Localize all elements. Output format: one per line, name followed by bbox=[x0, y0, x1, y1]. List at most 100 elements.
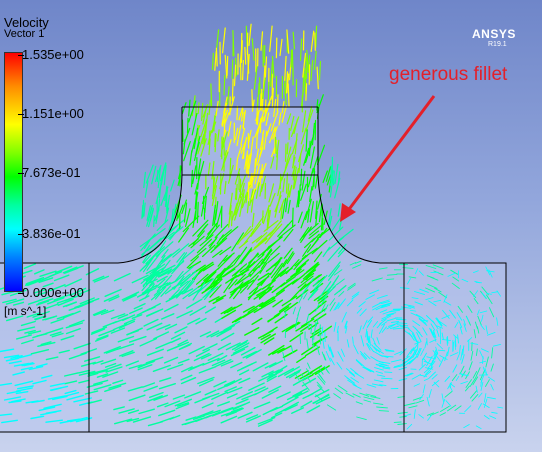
velocity-vector bbox=[258, 285, 274, 300]
velocity-vector bbox=[424, 367, 434, 370]
velocity-vector bbox=[490, 383, 494, 391]
velocity-vector bbox=[195, 414, 213, 422]
velocity-vector bbox=[422, 327, 428, 336]
velocity-vector bbox=[160, 253, 172, 263]
velocity-vector bbox=[424, 341, 427, 349]
velocity-vector bbox=[197, 158, 202, 175]
velocity-vector bbox=[480, 324, 485, 330]
velocity-vector bbox=[425, 287, 436, 293]
velocity-vector bbox=[271, 55, 275, 79]
velocity-vector bbox=[177, 204, 184, 219]
velocity-vector bbox=[171, 289, 180, 298]
velocity-vector bbox=[16, 334, 32, 340]
velocity-vector bbox=[291, 138, 298, 155]
velocity-vector bbox=[286, 185, 293, 201]
velocity-vector bbox=[441, 332, 444, 340]
velocity-vector bbox=[233, 280, 250, 291]
velocity-vector bbox=[208, 138, 211, 156]
velocity-vector bbox=[430, 360, 436, 367]
velocity-vector bbox=[300, 183, 307, 201]
velocity-vector bbox=[260, 31, 264, 51]
velocity-vector bbox=[471, 393, 479, 402]
velocity-vector bbox=[202, 105, 208, 125]
velocity-vector bbox=[297, 144, 305, 163]
velocity-vector bbox=[90, 328, 106, 335]
velocity-vector bbox=[281, 105, 287, 123]
velocity-vector bbox=[465, 316, 470, 322]
velocity-vector bbox=[183, 202, 188, 223]
velocity-vector bbox=[402, 267, 414, 269]
velocity-vector bbox=[379, 384, 387, 387]
velocity-vector bbox=[251, 99, 255, 112]
velocity-vector bbox=[78, 379, 90, 384]
velocity-vector bbox=[270, 110, 279, 132]
velocity-vector bbox=[291, 345, 294, 354]
velocity-vector bbox=[287, 83, 290, 108]
velocity-vector bbox=[84, 390, 99, 395]
velocity-vector bbox=[50, 318, 65, 324]
velocity-vector bbox=[221, 309, 237, 319]
velocity-vector bbox=[53, 293, 72, 301]
velocity-vector bbox=[395, 318, 407, 321]
velocity-vector bbox=[32, 379, 47, 385]
velocity-vector bbox=[264, 362, 277, 369]
velocity-vector bbox=[209, 236, 218, 249]
velocity-vector bbox=[406, 373, 414, 377]
velocity-vector bbox=[159, 240, 167, 251]
velocity-vector bbox=[251, 89, 254, 109]
velocity-vector bbox=[444, 301, 452, 306]
velocity-vector bbox=[480, 348, 489, 353]
velocity-vector bbox=[414, 291, 426, 296]
velocity-vector bbox=[257, 419, 273, 427]
velocity-vector bbox=[214, 234, 229, 249]
velocity-vector bbox=[433, 329, 437, 338]
velocity-vector bbox=[215, 100, 219, 117]
velocity-vector bbox=[215, 294, 227, 301]
velocity-vector bbox=[60, 335, 75, 341]
velocity-vector bbox=[436, 343, 444, 350]
velocity-vector bbox=[319, 227, 328, 238]
velocity-vector bbox=[303, 292, 308, 300]
velocity-vector bbox=[315, 210, 318, 226]
velocity-vector bbox=[207, 162, 211, 176]
velocity-vector bbox=[240, 127, 246, 145]
velocity-vector bbox=[313, 168, 315, 187]
velocity-vector bbox=[250, 223, 262, 237]
velocity-vector bbox=[210, 83, 213, 107]
velocity-vector bbox=[153, 331, 170, 340]
velocity-vector bbox=[439, 326, 442, 337]
velocity-vector bbox=[250, 194, 255, 213]
velocity-vector bbox=[192, 210, 197, 228]
velocity-vector bbox=[1, 290, 15, 296]
velocity-vector bbox=[137, 364, 153, 371]
velocity-vector bbox=[257, 416, 276, 425]
velocity-vector bbox=[178, 273, 191, 284]
velocity-vector bbox=[234, 208, 239, 221]
velocity-vector bbox=[354, 260, 362, 264]
velocity-vector bbox=[187, 273, 198, 288]
velocity-vector bbox=[324, 367, 330, 374]
velocity-vector bbox=[299, 38, 303, 62]
velocity-vector bbox=[68, 352, 87, 360]
velocity-vector bbox=[299, 281, 312, 292]
velocity-vector bbox=[118, 320, 136, 329]
velocity-vector bbox=[213, 267, 227, 287]
velocity-vector bbox=[306, 238, 319, 253]
velocity-vector bbox=[182, 139, 186, 155]
velocity-vector bbox=[216, 234, 224, 245]
velocity-vector bbox=[173, 341, 190, 349]
velocity-vector bbox=[44, 303, 59, 310]
velocity-vector bbox=[259, 183, 263, 197]
velocity-vector bbox=[456, 312, 463, 321]
velocity-vector bbox=[256, 231, 268, 243]
velocity-vector bbox=[92, 308, 107, 316]
velocity-vector bbox=[329, 301, 336, 312]
velocity-vector bbox=[196, 238, 212, 254]
velocity-vector bbox=[65, 322, 84, 329]
velocity-vector bbox=[340, 348, 346, 357]
velocity-vectors bbox=[0, 23, 504, 430]
velocity-vector bbox=[307, 289, 316, 301]
velocity-vector bbox=[432, 264, 444, 270]
velocity-vector bbox=[297, 275, 314, 289]
